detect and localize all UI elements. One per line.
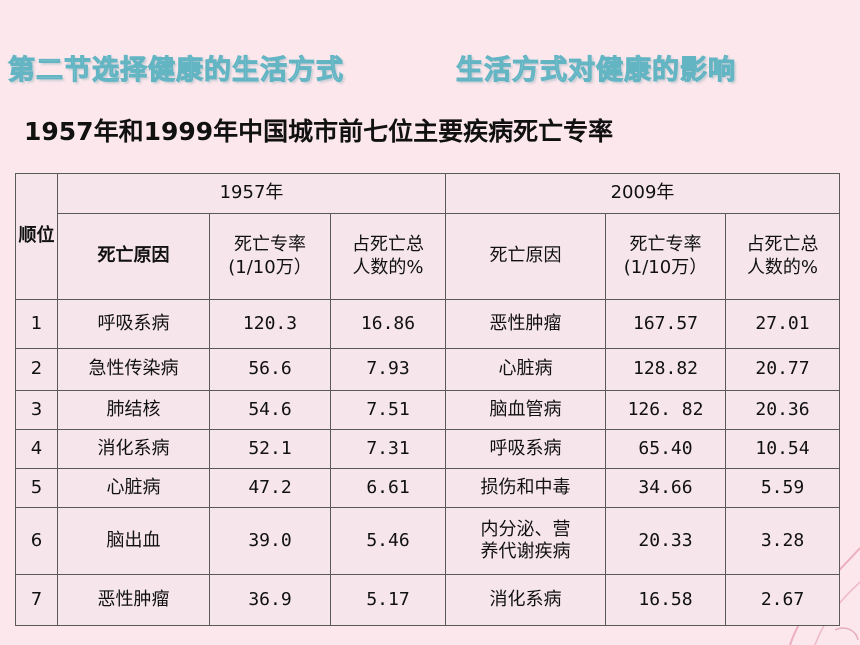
table-row: 2 急性传染病 56.6 7.93 心脏病 128.82 20.77 <box>15 348 840 391</box>
table-row: 4 消化系病 52.1 7.31 呼吸系病 65.40 10.54 <box>15 429 840 469</box>
cause-1957-cell: 心脏病 <box>57 468 210 508</box>
cause-2009-cell: 消化系病 <box>445 574 606 626</box>
table-row: 3 肺结核 54.6 7.51 脑血管病 126. 82 20.36 <box>15 390 840 430</box>
rank-cell: 3 <box>15 390 58 430</box>
cause-1957-cell: 恶性肿瘤 <box>57 574 210 626</box>
pct-2009-cell: 10.54 <box>725 429 840 469</box>
cause-1957-cell: 肺结核 <box>57 390 210 430</box>
table-row: 1 呼吸系病 120.3 16.86 恶性肿瘤 167.57 27.01 <box>15 299 840 349</box>
cause-1957-cell: 消化系病 <box>57 429 210 469</box>
table-row: 5 心脏病 47.2 6.61 损伤和中毒 34.66 5.59 <box>15 468 840 508</box>
pct-2009-cell: 5.59 <box>725 468 840 508</box>
section-heading: 第二节选择健康的生活方式 生活方式对健康的影响 <box>8 48 858 88</box>
rate-2009-cell: 65.40 <box>605 429 726 469</box>
cause-1957-cell: 呼吸系病 <box>57 299 210 349</box>
pct-1957-cell: 5.17 <box>330 574 446 626</box>
cause-2009-cell: 恶性肿瘤 <box>445 299 606 349</box>
mortality-table: 顺位 1957年 2009年 死亡原因 死亡专率 (1/10万） 占死亡总 人数的%… <box>15 173 840 626</box>
pct-2009-cell: 27.01 <box>725 299 840 349</box>
rank-cell: 2 <box>15 348 58 391</box>
rate-1957-cell: 56.6 <box>209 348 331 391</box>
pct-2009-cell: 20.36 <box>725 390 840 430</box>
rate-1957-cell: 120.3 <box>209 299 331 349</box>
rate-1957-cell: 39.0 <box>209 507 331 575</box>
col-rate-1957: 死亡专率 (1/10万） <box>209 213 331 300</box>
table-row: 6 脑出血 39.0 5.46 内分泌、营 养代谢疾病 20.33 3.28 <box>15 507 840 575</box>
rate-1957-cell: 52.1 <box>209 429 331 469</box>
col-pct-2009: 占死亡总 人数的% <box>725 213 840 300</box>
rate-2009-cell: 126. 82 <box>605 390 726 430</box>
rank-header: 顺位 <box>15 173 58 300</box>
rank-cell: 1 <box>15 299 58 349</box>
cause-2009-cell: 呼吸系病 <box>445 429 606 469</box>
rate-1957-cell: 54.6 <box>209 390 331 430</box>
pct-2009-cell: 20.77 <box>725 348 840 391</box>
pct-2009-cell: 2.67 <box>725 574 840 626</box>
pct-1957-cell: 5.46 <box>330 507 446 575</box>
rank-cell: 4 <box>15 429 58 469</box>
col-rate-2009: 死亡专率 (1/10万） <box>605 213 726 300</box>
cause-1957-cell: 急性传染病 <box>57 348 210 391</box>
rate-2009-cell: 128.82 <box>605 348 726 391</box>
rate-2009-cell: 167.57 <box>605 299 726 349</box>
year-1957-header: 1957年 <box>57 173 446 214</box>
cause-2009-cell: 内分泌、营 养代谢疾病 <box>445 507 606 575</box>
year-header-row: 顺位 1957年 2009年 <box>15 173 840 300</box>
table-title: 1957年和1999年中国城市前七位主要疾病死亡专率 <box>24 117 614 146</box>
cause-2009-cell: 脑血管病 <box>445 390 606 430</box>
column-header-row: 死亡原因 死亡专率 (1/10万） 占死亡总 人数的% 死亡原因 死亡专率 (1/10… <box>16 213 840 300</box>
col-cause-2009: 死亡原因 <box>445 213 606 300</box>
col-cause-1957: 死亡原因 <box>57 213 210 300</box>
pct-1957-cell: 16.86 <box>330 299 446 349</box>
heading-right: 生活方式对健康的影响 <box>456 55 736 87</box>
rate-2009-cell: 16.58 <box>605 574 726 626</box>
rank-cell: 7 <box>15 574 58 626</box>
table-row: 7 恶性肿瘤 36.9 5.17 消化系病 16.58 2.67 <box>15 574 840 626</box>
pct-2009-cell: 3.28 <box>725 507 840 575</box>
col-pct-1957: 占死亡总 人数的% <box>330 213 446 300</box>
rank-cell: 6 <box>15 507 58 575</box>
pct-1957-cell: 6.61 <box>330 468 446 508</box>
year-2009-header: 2009年 <box>445 173 840 214</box>
cause-2009-cell: 损伤和中毒 <box>445 468 606 508</box>
heading-left: 第二节选择健康的生活方式 <box>8 55 344 87</box>
rank-cell: 5 <box>15 468 58 508</box>
pct-1957-cell: 7.51 <box>330 390 446 430</box>
rate-1957-cell: 36.9 <box>209 574 331 626</box>
cause-2009-cell: 心脏病 <box>445 348 606 391</box>
cause-1957-cell: 脑出血 <box>57 507 210 575</box>
pct-1957-cell: 7.93 <box>330 348 446 391</box>
rate-1957-cell: 47.2 <box>209 468 331 508</box>
rate-2009-cell: 20.33 <box>605 507 726 575</box>
rate-2009-cell: 34.66 <box>605 468 726 508</box>
pct-1957-cell: 7.31 <box>330 429 446 469</box>
